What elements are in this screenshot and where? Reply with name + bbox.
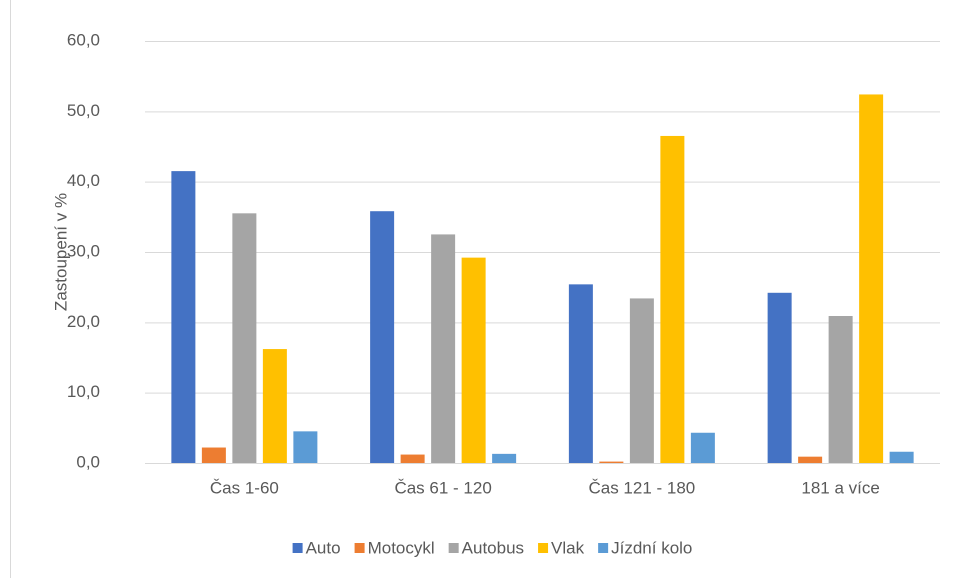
y-tick-label: 20,0 — [67, 312, 100, 331]
x-tick-label: Čas 1-60 — [210, 478, 279, 497]
bar — [690, 432, 715, 463]
bar — [629, 298, 654, 463]
legend-label: Auto — [306, 538, 341, 557]
bar — [492, 453, 517, 463]
y-axis-label: Zastoupení v % — [51, 193, 70, 311]
legend-swatch — [598, 543, 609, 553]
bar — [767, 292, 792, 463]
legend-label: Jízdní kolo — [611, 538, 692, 557]
bar — [201, 447, 226, 463]
bar — [461, 257, 486, 463]
y-tick-label: 40,0 — [67, 171, 100, 190]
legend-label: Motocykl — [368, 538, 435, 557]
bar — [262, 349, 287, 463]
y-tick-label: 30,0 — [67, 241, 100, 260]
bar — [171, 171, 196, 463]
x-tick-label: Čas 121 - 180 — [588, 478, 695, 497]
bar — [431, 234, 456, 463]
bar — [798, 456, 823, 463]
y-tick-label: 60,0 — [67, 30, 100, 49]
y-tick-label: 10,0 — [67, 382, 100, 401]
bar — [568, 284, 593, 463]
legend-swatch — [354, 543, 365, 553]
bar — [859, 94, 884, 463]
y-tick-label: 0,0 — [76, 452, 100, 471]
bar — [660, 135, 685, 463]
bar — [828, 316, 853, 463]
x-tick-label: Čas 61 - 120 — [394, 478, 491, 497]
bar — [889, 451, 914, 463]
bar — [293, 431, 318, 463]
legend-label: Vlak — [551, 538, 585, 557]
bar — [400, 454, 425, 463]
bar — [599, 461, 624, 463]
y-tick-label: 50,0 — [67, 101, 100, 120]
legend-swatch — [448, 543, 459, 553]
x-tick-label: 181 a více — [801, 478, 879, 497]
legend-swatch — [538, 543, 549, 553]
legend-swatch — [292, 543, 303, 553]
legend-label: Autobus — [462, 538, 524, 557]
bar — [370, 211, 395, 463]
bar — [232, 213, 257, 463]
